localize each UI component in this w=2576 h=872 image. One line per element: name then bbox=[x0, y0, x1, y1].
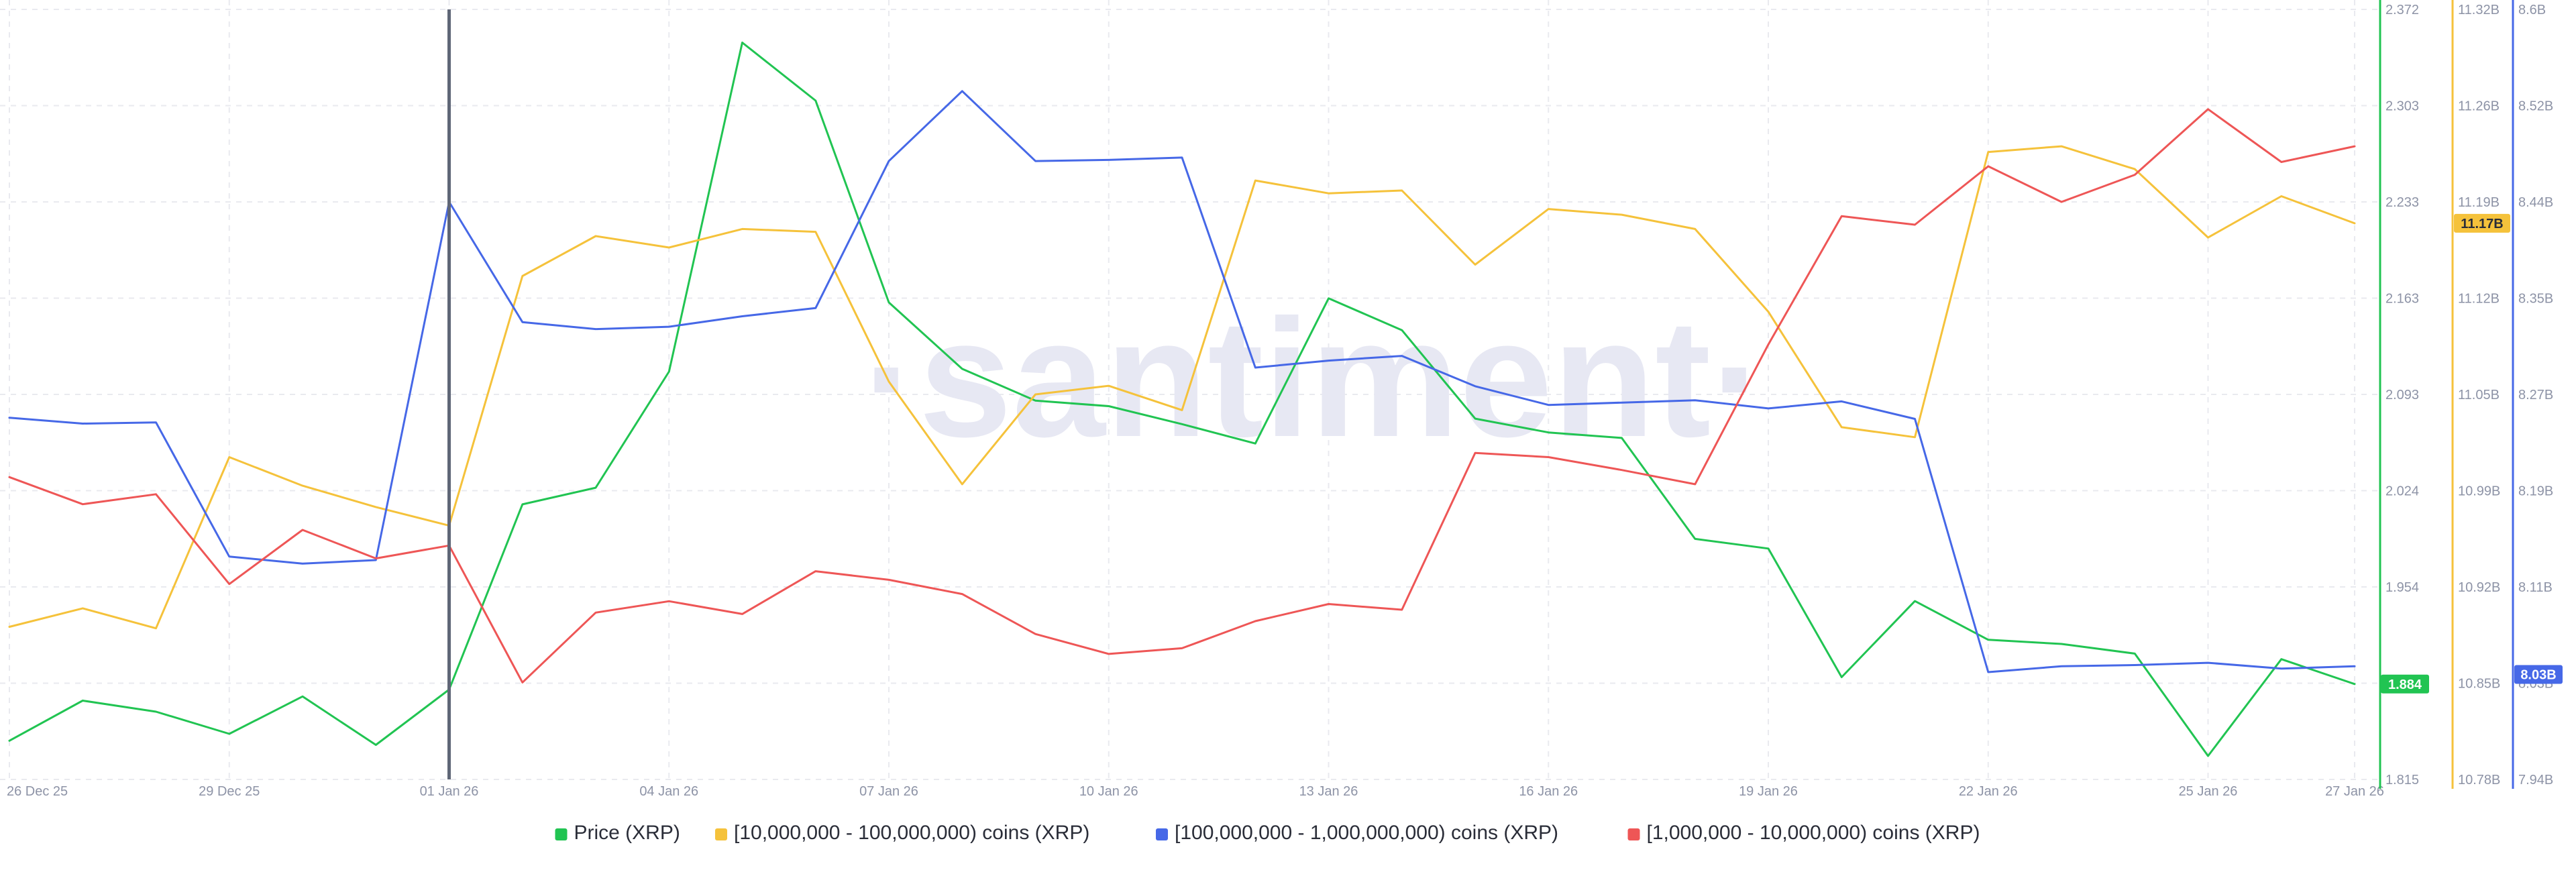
series-line-0 bbox=[8, 42, 2356, 757]
x-tick-label: 25 Jan 26 bbox=[2179, 784, 2238, 799]
x-tick-label: 29 Dec 25 bbox=[199, 784, 260, 799]
series-line-1 bbox=[8, 145, 2356, 630]
blue-axis-tick-label: 8.6B bbox=[2518, 3, 2546, 17]
yellow-axis-tick-label: 10.78B bbox=[2458, 773, 2500, 787]
yellow-value-badge bbox=[2454, 213, 2510, 233]
price-value-badge bbox=[2381, 674, 2429, 694]
legend-swatch bbox=[1627, 828, 1640, 840]
yellow-value-badge-text: 11.17B bbox=[2461, 217, 2503, 231]
blue-value-badge-text: 8.03B bbox=[2520, 667, 2556, 682]
value-badges: 1.884 11.17B 8.03B bbox=[2381, 213, 2563, 694]
legend: Price (XRP) [10,000,000 - 100,000,000) co… bbox=[555, 822, 1980, 844]
yellow-axis-tick-label: 11.05B bbox=[2458, 388, 2500, 402]
x-tick-label: 22 Jan 26 bbox=[1959, 784, 2018, 799]
series-line-3 bbox=[8, 108, 2356, 684]
legend-item-2[interactable]: [100,000,000 - 1,000,000,000) coins (XRP… bbox=[1156, 822, 1558, 844]
yellow-axis-tick-label: 11.32B bbox=[2458, 3, 2500, 17]
price-axis-tick-label: 2.024 bbox=[2385, 484, 2419, 499]
price-axis-tick-label: 2.163 bbox=[2385, 292, 2419, 307]
x-tick-label: 26 Dec 25 bbox=[7, 784, 68, 799]
x-tick-label: 04 Jan 26 bbox=[639, 784, 698, 799]
legend-label: [1,000,000 - 10,000,000) coins (XRP) bbox=[1647, 822, 1980, 844]
legend-label: Price (XRP) bbox=[574, 822, 680, 844]
yellow-axis-tick-label: 10.85B bbox=[2458, 677, 2500, 692]
blue-axis-tick-label: 8.52B bbox=[2518, 99, 2553, 114]
legend-swatch bbox=[1156, 828, 1168, 840]
price-value-badge-text: 1.884 bbox=[2388, 677, 2422, 692]
legend-item-0[interactable]: Price (XRP) bbox=[555, 822, 680, 844]
yellow-axis-tick-label: 11.12B bbox=[2458, 292, 2500, 307]
axes: 26 Dec 25 29 Dec 25 01 Jan 26 04 Jan 26 07 J… bbox=[7, 0, 2553, 799]
legend-item-1[interactable]: [10,000,000 - 100,000,000) coins (XRP) bbox=[715, 822, 1089, 844]
x-tick-label: 07 Jan 26 bbox=[859, 784, 918, 799]
yellow-axis-tick-label: 11.26B bbox=[2458, 99, 2500, 114]
legend-swatch bbox=[715, 828, 727, 840]
price-axis-tick-label: 2.372 bbox=[2385, 3, 2419, 17]
series-lines bbox=[8, 42, 2356, 757]
x-tick-label: 19 Jan 26 bbox=[1739, 784, 1798, 799]
grid bbox=[0, 0, 2378, 780]
legend-label: [100,000,000 - 1,000,000,000) coins (XRP… bbox=[1175, 822, 1558, 844]
legend-swatch bbox=[555, 828, 568, 840]
yellow-axis-tick-label: 11.19B bbox=[2458, 195, 2500, 210]
price-axis-tick-label: 2.303 bbox=[2385, 99, 2419, 114]
blue-axis-tick-label: 7.94B bbox=[2518, 773, 2553, 787]
x-tick-label: 27 Jan 26 bbox=[2325, 784, 2384, 799]
series-line-2 bbox=[8, 90, 2356, 673]
price-axis-tick-label: 1.815 bbox=[2385, 773, 2419, 787]
yellow-axis-tick-label: 10.92B bbox=[2458, 580, 2500, 595]
legend-label: [10,000,000 - 100,000,000) coins (XRP) bbox=[734, 822, 1089, 844]
blue-axis-tick-label: 8.19B bbox=[2518, 484, 2553, 499]
yellow-axis-tick-label: 10.99B bbox=[2458, 484, 2500, 499]
legend-item-3[interactable]: [1,000,000 - 10,000,000) coins (XRP) bbox=[1627, 822, 1980, 844]
x-tick-label: 01 Jan 26 bbox=[420, 784, 479, 799]
price-axis-tick-label: 2.093 bbox=[2385, 388, 2419, 402]
blue-axis-tick-label: 8.35B bbox=[2518, 292, 2553, 307]
x-tick-label: 10 Jan 26 bbox=[1079, 784, 1138, 799]
watermark: ·santiment· bbox=[863, 284, 1766, 472]
blue-axis-tick-label: 8.27B bbox=[2518, 388, 2553, 402]
blue-axis-tick-label: 8.11B bbox=[2518, 580, 2553, 595]
x-tick-label: 13 Jan 26 bbox=[1299, 784, 1358, 799]
price-axis-tick-label: 1.954 bbox=[2385, 580, 2419, 595]
x-tick-label: 16 Jan 26 bbox=[1519, 784, 1578, 799]
blue-value-badge bbox=[2514, 665, 2563, 684]
price-axis-tick-label: 2.233 bbox=[2385, 195, 2419, 210]
blue-axis-tick-label: 8.44B bbox=[2518, 195, 2553, 210]
